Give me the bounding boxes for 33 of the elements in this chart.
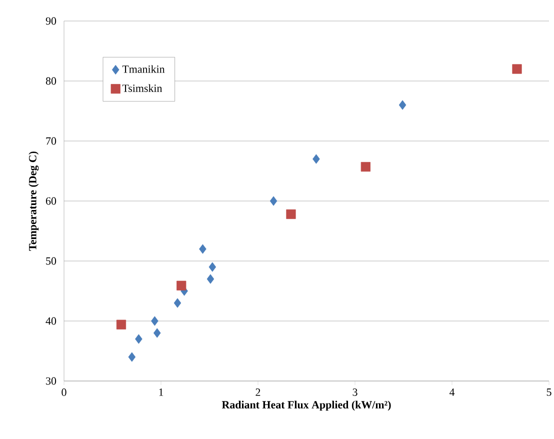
point	[199, 244, 206, 254]
point	[151, 316, 158, 326]
x-tick-label: 3	[352, 388, 358, 396]
point	[116, 320, 126, 330]
point	[208, 262, 216, 272]
point	[153, 328, 161, 338]
point	[286, 209, 296, 219]
y-axis-title: Temperature (Deg C)	[28, 152, 39, 251]
point	[360, 162, 370, 172]
point	[176, 280, 186, 290]
point	[206, 274, 214, 284]
y-tick-label: 70	[46, 137, 56, 145]
point	[312, 154, 320, 164]
x-tick-label: 1	[159, 388, 164, 396]
legend-label: Tsimskin	[122, 84, 162, 92]
y-tick-label: 50	[46, 257, 56, 265]
y-tick-label: 60	[46, 197, 56, 205]
x-tick-label: 4	[449, 388, 455, 396]
point	[174, 298, 182, 308]
y-tick-label: 40	[46, 317, 56, 325]
point	[135, 334, 142, 344]
point	[512, 64, 522, 74]
x-tick-label: 2	[256, 388, 260, 396]
x-tick-label: 5	[546, 388, 552, 396]
y-tick-label: 30	[46, 377, 56, 385]
point	[128, 352, 136, 362]
point	[270, 196, 278, 206]
point	[398, 100, 406, 110]
y-tick-label: 90	[46, 17, 56, 25]
x-tick-label: 0	[62, 388, 66, 396]
y-tick-label: 80	[46, 77, 56, 85]
legend-label: Tmanikin	[122, 65, 165, 73]
x-axis-title: Radiant Heat Flux Applied (kW/m²)	[222, 400, 391, 411]
